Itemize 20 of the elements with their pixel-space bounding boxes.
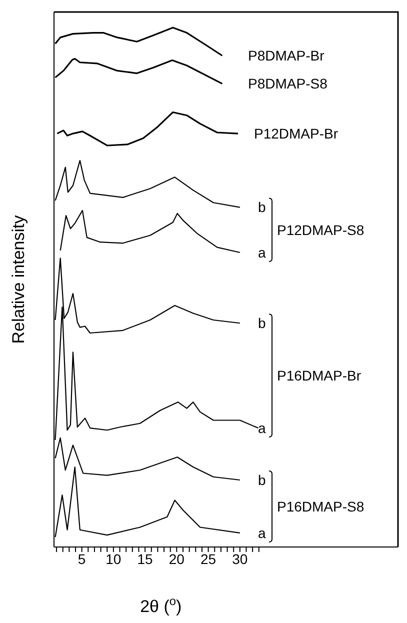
series-label: b (258, 199, 266, 216)
series-label: P12DMAP-Br (254, 125, 338, 142)
x-tick-label: 30 (232, 550, 248, 567)
x-tick-label: 15 (137, 550, 154, 567)
annotation: P12DMAP-S8 (277, 222, 364, 238)
x-tick-label: 5 (78, 550, 86, 567)
series-label: a (258, 244, 266, 260)
series-label: P8DMAP-Br (248, 48, 325, 64)
x-tick-label: 10 (106, 550, 122, 567)
series-label: b (258, 472, 266, 488)
x-tick-label: 20 (168, 550, 185, 567)
annotation: P16DMAP-Br (277, 367, 362, 384)
annotation: P16DMAP-S8 (277, 498, 364, 514)
series-label: P8DMAP-S8 (248, 76, 328, 92)
x-tick-label: 25 (200, 550, 216, 567)
x-axis-title: 2θ ($^{o}$) (140, 594, 182, 616)
series-label: a (258, 420, 266, 436)
series-label: b (258, 315, 266, 332)
series-label: a (258, 524, 266, 541)
y-axis-title: Relative intensity (9, 214, 28, 344)
